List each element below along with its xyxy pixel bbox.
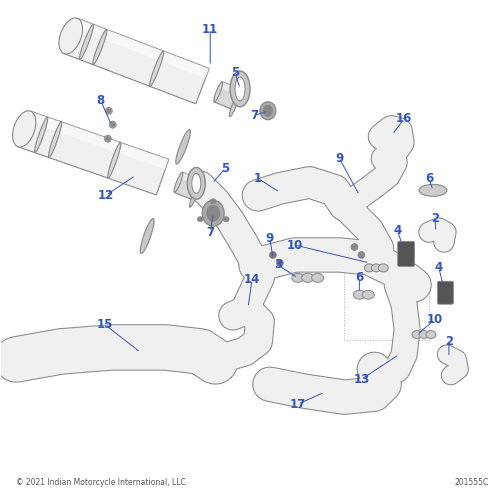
Text: 16: 16 [396, 112, 412, 125]
Ellipse shape [107, 109, 111, 113]
Ellipse shape [260, 102, 276, 120]
Ellipse shape [206, 205, 220, 221]
Bar [220, 82, 242, 96]
Text: 3: 3 [274, 258, 282, 272]
Text: 5: 5 [221, 162, 230, 175]
Ellipse shape [230, 96, 238, 116]
Ellipse shape [80, 24, 94, 59]
Ellipse shape [354, 290, 366, 299]
Text: 13: 13 [354, 373, 370, 386]
Ellipse shape [292, 274, 304, 282]
Ellipse shape [202, 200, 224, 226]
Ellipse shape [230, 71, 250, 107]
Ellipse shape [426, 330, 436, 338]
Ellipse shape [59, 18, 82, 54]
Ellipse shape [34, 117, 48, 152]
Ellipse shape [111, 122, 115, 126]
Bar [174, 172, 203, 201]
FancyBboxPatch shape [398, 242, 414, 266]
Bar [27, 111, 169, 170]
Text: 10: 10 [286, 238, 303, 252]
Ellipse shape [372, 264, 382, 272]
Text: 17: 17 [290, 398, 306, 410]
Ellipse shape [270, 252, 276, 258]
Ellipse shape [223, 216, 229, 222]
Ellipse shape [378, 264, 388, 272]
Ellipse shape [174, 172, 183, 193]
Ellipse shape [198, 216, 203, 222]
Text: 7: 7 [206, 226, 214, 238]
Text: 201555C: 201555C [454, 478, 488, 486]
Ellipse shape [276, 260, 283, 266]
Ellipse shape [358, 252, 365, 258]
Ellipse shape [104, 135, 112, 142]
Text: 4: 4 [435, 262, 443, 274]
Ellipse shape [264, 106, 272, 116]
Ellipse shape [150, 51, 164, 86]
Text: 6: 6 [356, 272, 364, 284]
Text: 14: 14 [244, 274, 260, 286]
Ellipse shape [190, 187, 198, 207]
Text: 1: 1 [254, 172, 262, 185]
Ellipse shape [362, 290, 374, 299]
Bar [214, 82, 242, 110]
Text: © 2021 Indian Motorcycle International, LLC: © 2021 Indian Motorcycle International, … [16, 478, 186, 486]
Bar [180, 172, 203, 186]
Ellipse shape [12, 111, 36, 147]
Text: 9: 9 [336, 152, 344, 165]
Text: 11: 11 [202, 22, 218, 36]
Ellipse shape [214, 82, 222, 102]
Text: 7: 7 [250, 110, 258, 122]
Ellipse shape [364, 264, 374, 272]
Ellipse shape [106, 108, 112, 114]
Text: 5: 5 [231, 66, 239, 80]
Ellipse shape [235, 77, 245, 101]
Text: 10: 10 [427, 313, 443, 326]
Ellipse shape [106, 136, 110, 140]
Text: 12: 12 [98, 189, 114, 202]
Text: 2: 2 [431, 212, 439, 224]
Ellipse shape [176, 130, 190, 164]
Ellipse shape [312, 274, 324, 282]
FancyBboxPatch shape [18, 111, 169, 195]
Bar [74, 18, 209, 78]
FancyBboxPatch shape [438, 282, 454, 304]
Text: 8: 8 [96, 94, 105, 108]
Text: 4: 4 [393, 224, 402, 236]
Ellipse shape [419, 330, 429, 338]
Text: 2: 2 [445, 335, 453, 348]
Ellipse shape [351, 244, 358, 250]
Text: 6: 6 [425, 172, 433, 185]
Ellipse shape [302, 274, 314, 282]
Ellipse shape [108, 142, 121, 178]
Ellipse shape [48, 122, 62, 158]
Ellipse shape [188, 168, 206, 200]
Ellipse shape [192, 174, 201, 194]
FancyBboxPatch shape [64, 18, 209, 104]
Text: 9: 9 [266, 232, 274, 244]
Ellipse shape [419, 184, 447, 196]
Ellipse shape [210, 199, 216, 204]
Text: 15: 15 [96, 318, 113, 331]
Ellipse shape [110, 121, 116, 128]
Ellipse shape [140, 218, 154, 254]
Ellipse shape [412, 330, 422, 338]
Ellipse shape [93, 30, 107, 64]
